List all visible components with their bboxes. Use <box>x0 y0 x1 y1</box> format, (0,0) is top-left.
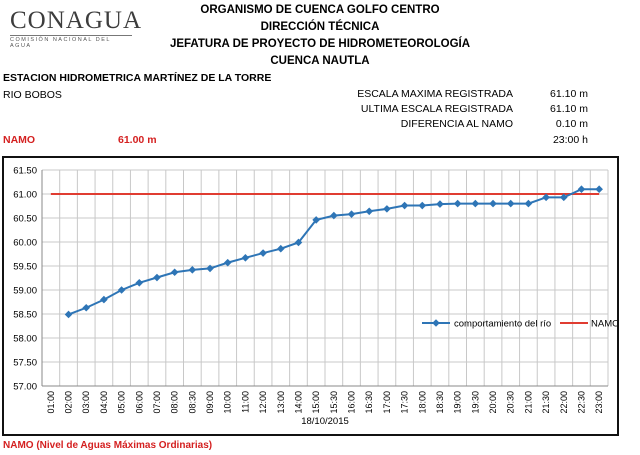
river-point <box>595 185 603 193</box>
y-tick-label: 59.50 <box>13 262 37 273</box>
river-point <box>100 295 108 304</box>
x-tick-label: 15:30 <box>329 391 339 414</box>
x-axis-title: 18/10/2015 <box>301 416 349 427</box>
x-tick-label: 21:30 <box>541 391 551 414</box>
y-tick-label: 59.00 <box>13 286 37 297</box>
river-point <box>276 244 285 253</box>
y-tick-label: 61.50 <box>13 166 37 177</box>
x-tick-label: 08:30 <box>187 391 197 414</box>
x-tick-label: 14:00 <box>293 391 303 414</box>
x-tick-label: 18:00 <box>417 391 427 414</box>
y-tick-label: 58.00 <box>13 334 37 345</box>
x-tick-label: 13:00 <box>276 391 286 414</box>
river-point <box>577 185 586 193</box>
logo-divider <box>10 35 132 36</box>
x-tick-label: 11:00 <box>240 391 250 413</box>
x-tick-label: 15:00 <box>311 391 321 414</box>
namo-label: NAMO <box>3 134 36 146</box>
namo-value: 61.00 m <box>118 134 157 146</box>
legend-namo-label: NAMO <box>591 319 617 330</box>
station-name: ESTACION HIDROMETRICA MARTÍNEZ DE LA TOR… <box>3 72 272 84</box>
x-tick-label: 10:00 <box>223 391 233 414</box>
x-tick-label: 21:00 <box>523 391 533 414</box>
river-point <box>135 279 144 287</box>
stat-last-value: 61.10 m <box>550 103 588 115</box>
river-point <box>188 266 197 274</box>
river-point <box>542 193 550 202</box>
x-tick-label: 16:30 <box>364 391 374 414</box>
logo-wordmark: CONAGUA <box>10 7 142 34</box>
river-point <box>559 193 568 202</box>
stat-diff-value: 0.10 m <box>555 118 588 130</box>
x-tick-label: 20:30 <box>506 391 516 414</box>
x-tick-label: 06:00 <box>134 391 144 414</box>
x-tick-label: 09:00 <box>205 391 215 414</box>
river-point <box>471 199 480 208</box>
x-tick-label: 04:00 <box>99 391 109 414</box>
chart-frame: 57.00 57.50 58.00 58.50 59.00 59.50 60.00 60.50… <box>2 156 620 436</box>
legend-river-marker <box>432 319 440 327</box>
x-tick-label: 20:00 <box>488 391 498 414</box>
x-tick-label: 07:00 <box>152 391 162 414</box>
river-name: RIO BOBOS <box>3 89 62 101</box>
y-tick-label: 57.50 <box>13 358 37 369</box>
river-point <box>259 249 267 257</box>
river-point <box>524 199 533 208</box>
x-tick-label: 22:00 <box>559 391 569 414</box>
header-direction: DIRECCIÓN TÉCNICA <box>260 21 380 33</box>
x-tick-label: 22:30 <box>576 391 586 414</box>
x-tick-label: 19:30 <box>470 391 480 414</box>
x-tick-label: 17:00 <box>382 391 392 414</box>
river-point <box>506 199 515 208</box>
stat-time-value: 23:00 h <box>552 134 588 146</box>
x-tick-label: 02:00 <box>64 391 74 414</box>
river-point <box>489 199 497 208</box>
y-tick-label: 58.50 <box>13 310 37 321</box>
header-organism: ORGANISMO DE CUENCA GOLFO CENTRO <box>200 4 440 16</box>
river-point <box>117 286 126 294</box>
river-point <box>383 205 391 213</box>
header-office: JEFATURA DE PROYECTO DE HIDROMETEOROLOGÍ… <box>169 38 471 50</box>
stat-diff-label: DIFERENCIA AL NAMO <box>400 118 513 130</box>
x-tick-label: 01:00 <box>46 391 56 414</box>
stat-last-label: ULTIMA ESCALA REGISTRADA <box>360 103 513 115</box>
river-point <box>82 303 91 312</box>
footer-note: NAMO (Nivel de Aguas Máximas Ordinarias) <box>3 440 213 451</box>
y-tick-label: 60.00 <box>13 238 37 249</box>
river-point <box>241 254 250 262</box>
x-tick-label: 17:30 <box>400 391 410 414</box>
x-tick-label: 18:30 <box>435 391 445 414</box>
y-tick-label: 61.00 <box>13 190 37 201</box>
header-basin: CUENCA NAUTLA <box>270 55 370 67</box>
water-level-chart: 57.00 57.50 58.00 58.50 59.00 59.50 60.00 60.50… <box>13 166 619 428</box>
legend-river-label: comportamiento del río <box>454 319 551 330</box>
river-point <box>223 258 232 267</box>
river-point <box>418 201 427 210</box>
x-tick-label: 23:00 <box>594 391 604 414</box>
river-point <box>206 264 214 273</box>
river-point <box>365 207 374 216</box>
river-point <box>347 210 356 218</box>
x-tick-label: 16:00 <box>347 391 357 414</box>
river-point <box>453 199 462 208</box>
river-point <box>170 268 179 277</box>
x-tick-label: 08:00 <box>170 391 180 414</box>
logo-subtext: COMISIÓN NACIONAL DEL AGUA <box>10 37 111 49</box>
x-tick-label: 05:00 <box>117 391 127 414</box>
x-tick-label: 03:00 <box>81 391 91 414</box>
x-tick-label: 12:00 <box>258 391 268 414</box>
y-tick-label: 60.50 <box>13 214 37 225</box>
stat-max-value: 61.10 m <box>550 88 588 100</box>
x-tick-label: 19:00 <box>453 391 463 414</box>
y-tick-label: 57.00 <box>13 382 37 393</box>
conagua-logo: CONAGUA COMISIÓN NACIONAL DEL AGUA <box>10 7 142 49</box>
river-point <box>153 273 161 282</box>
river-point <box>436 200 444 208</box>
river-point <box>64 310 73 319</box>
stat-max-label: ESCALA MAXIMA REGISTRADA <box>357 88 513 100</box>
river-point <box>400 201 409 210</box>
